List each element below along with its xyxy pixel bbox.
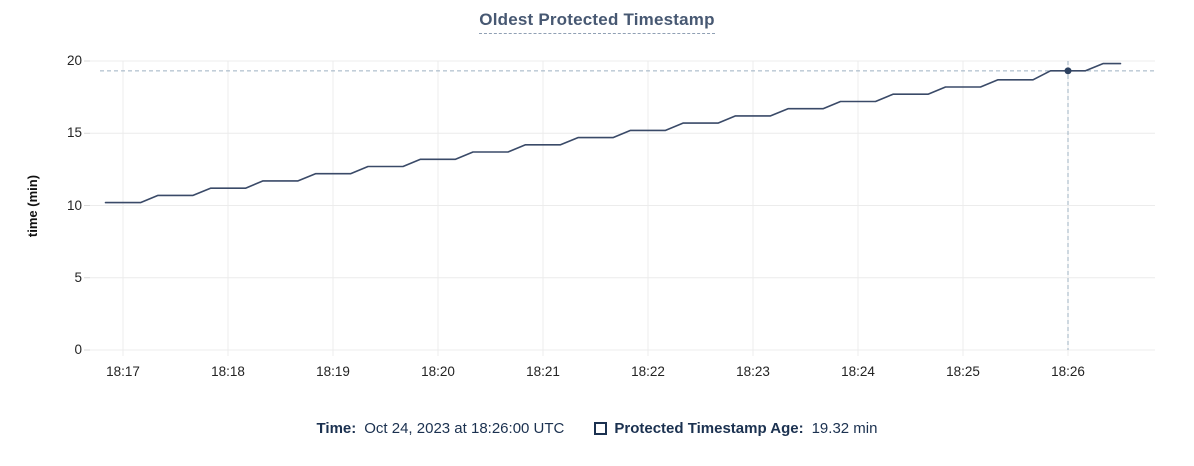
legend-item-protected-timestamp-age[interactable]: Protected Timestamp Age: 19.32 min <box>594 420 877 437</box>
hover-time-label: Time: <box>316 420 357 437</box>
series-value: 19.32 min <box>811 420 878 437</box>
hover-time-value: Oct 24, 2023 at 18:26:00 UTC <box>364 420 565 437</box>
chart-title: Oldest Protected Timestamp <box>479 10 715 34</box>
chart-title-row: Oldest Protected Timestamp <box>0 10 1194 34</box>
hover-time: Time: Oct 24, 2023 at 18:26:00 UTC <box>317 420 565 437</box>
series-checkbox-swatch-icon[interactable] <box>594 422 608 435</box>
hover-legend: Time: Oct 24, 2023 at 18:26:00 UTC Prote… <box>0 420 1194 437</box>
series-label: Protected Timestamp Age: <box>614 420 804 437</box>
hover-point <box>1064 67 1072 75</box>
series-line-protected-timestamp-age <box>104 62 1122 204</box>
line-chart-plot-area[interactable] <box>0 0 1194 410</box>
